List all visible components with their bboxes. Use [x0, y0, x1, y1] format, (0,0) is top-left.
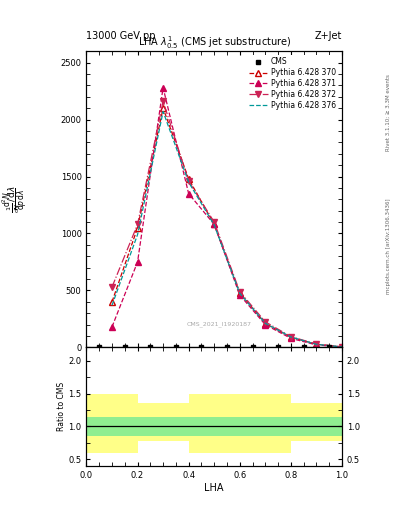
Line: Pythia 6.428 376: Pythia 6.428 376 [112, 112, 342, 347]
CMS [123, 345, 127, 351]
CMS [199, 345, 204, 351]
Pythia 6.428 371 [263, 322, 268, 328]
Line: CMS: CMS [97, 345, 332, 350]
Pythia 6.428 372 [288, 333, 293, 339]
Pythia 6.428 376 [263, 320, 268, 326]
Pythia 6.428 371 [135, 259, 140, 265]
CMS [327, 345, 332, 351]
Legend: CMS, Pythia 6.428 370, Pythia 6.428 371, Pythia 6.428 372, Pythia 6.428 376: CMS, Pythia 6.428 370, Pythia 6.428 371,… [246, 55, 338, 112]
X-axis label: LHA: LHA [204, 482, 224, 493]
Pythia 6.428 376 [288, 334, 293, 340]
CMS [97, 345, 101, 351]
Pythia 6.428 371 [340, 344, 344, 350]
Line: Pythia 6.428 370: Pythia 6.428 370 [109, 105, 345, 350]
Pythia 6.428 376 [161, 109, 165, 115]
CMS [301, 345, 306, 351]
Pythia 6.428 376 [110, 302, 114, 308]
Pythia 6.428 376 [186, 179, 191, 185]
CMS [174, 345, 178, 351]
Pythia 6.428 370 [161, 105, 165, 111]
Pythia 6.428 371 [110, 324, 114, 330]
Pythia 6.428 370 [340, 344, 344, 350]
Pythia 6.428 371 [161, 84, 165, 91]
Y-axis label: Ratio to CMS: Ratio to CMS [57, 382, 66, 431]
Pythia 6.428 376 [237, 290, 242, 296]
Pythia 6.428 370 [237, 290, 242, 296]
Pythia 6.428 372 [340, 344, 344, 350]
Pythia 6.428 371 [186, 190, 191, 197]
Y-axis label: $\frac{1}{\mathrm{d}N}\,/\,\mathrm{d}\lambda$: $\frac{1}{\mathrm{d}N}\,/\,\mathrm{d}\la… [5, 185, 22, 214]
Pythia 6.428 370 [135, 225, 140, 231]
Pythia 6.428 372 [263, 319, 268, 325]
Pythia 6.428 371 [237, 292, 242, 298]
Pythia 6.428 370 [288, 334, 293, 340]
Pythia 6.428 372 [135, 221, 140, 227]
Pythia 6.428 372 [161, 98, 165, 104]
Text: Z+Jet: Z+Jet [314, 31, 342, 41]
Pythia 6.428 372 [186, 178, 191, 184]
Pythia 6.428 371 [212, 221, 217, 227]
Pythia 6.428 376 [212, 222, 217, 228]
Pythia 6.428 370 [212, 221, 217, 227]
Pythia 6.428 371 [314, 342, 319, 348]
Text: $\mathrm{d}^2N$
$\overline{\mathrm{d}p\,\mathrm{d}\lambda}$: $\mathrm{d}^2N$ $\overline{\mathrm{d}p\,… [1, 188, 29, 210]
Line: Pythia 6.428 371: Pythia 6.428 371 [109, 85, 345, 350]
Text: CMS_2021_I1920187: CMS_2021_I1920187 [187, 321, 252, 327]
Pythia 6.428 370 [314, 341, 319, 347]
CMS [148, 345, 152, 351]
Pythia 6.428 372 [110, 284, 114, 290]
Pythia 6.428 376 [135, 231, 140, 238]
CMS [276, 345, 281, 351]
CMS [225, 345, 230, 351]
Pythia 6.428 376 [314, 342, 319, 348]
Pythia 6.428 370 [186, 176, 191, 182]
CMS [250, 345, 255, 351]
Text: Rivet 3.1.10; ≥ 3.3M events: Rivet 3.1.10; ≥ 3.3M events [386, 74, 391, 151]
Pythia 6.428 370 [110, 299, 114, 305]
Title: LHA $\lambda^{1}_{0.5}$ (CMS jet substructure): LHA $\lambda^{1}_{0.5}$ (CMS jet substru… [138, 34, 291, 51]
Pythia 6.428 371 [288, 335, 293, 342]
Pythia 6.428 372 [314, 341, 319, 347]
Pythia 6.428 370 [263, 321, 268, 327]
Text: 13000 GeV pp: 13000 GeV pp [86, 31, 156, 41]
Pythia 6.428 376 [340, 344, 344, 350]
Pythia 6.428 372 [237, 289, 242, 295]
Line: Pythia 6.428 372: Pythia 6.428 372 [109, 98, 345, 350]
Pythia 6.428 372 [212, 219, 217, 225]
Text: mcplots.cern.ch [arXiv:1306.3436]: mcplots.cern.ch [arXiv:1306.3436] [386, 198, 391, 293]
